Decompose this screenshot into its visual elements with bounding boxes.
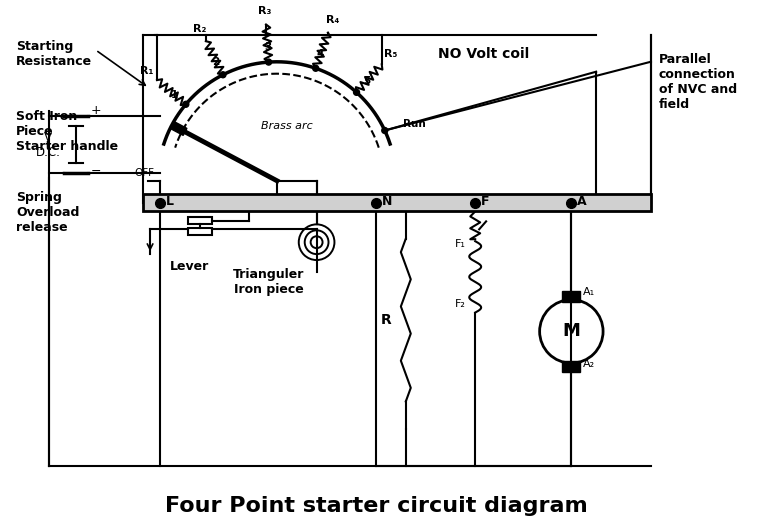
Text: Run: Run (403, 119, 426, 129)
Text: Brass arc: Brass arc (261, 121, 313, 131)
Circle shape (354, 90, 360, 95)
Text: L: L (166, 195, 174, 208)
Text: Trianguler
Iron piece: Trianguler Iron piece (233, 268, 305, 296)
Text: OFF: OFF (134, 168, 154, 178)
Text: Parallel
connection
of NVC and
field: Parallel connection of NVC and field (659, 52, 737, 111)
Circle shape (220, 72, 226, 78)
Text: +: + (91, 104, 101, 117)
Circle shape (266, 59, 272, 65)
Text: A₂: A₂ (583, 359, 595, 369)
Text: R₂: R₂ (193, 24, 206, 34)
Text: R₄: R₄ (326, 14, 339, 24)
Text: M: M (562, 322, 581, 340)
Text: R₃: R₃ (258, 6, 272, 16)
Text: N: N (382, 195, 392, 208)
Text: F₁: F₁ (454, 239, 466, 249)
Circle shape (382, 128, 388, 134)
Text: R₁: R₁ (139, 66, 153, 76)
Text: −: − (91, 165, 101, 178)
Text: V
D.C.: V D.C. (36, 130, 61, 158)
Bar (562, 291, 581, 302)
Text: R: R (382, 313, 392, 327)
Text: NO Volt coil: NO Volt coil (438, 47, 529, 61)
Bar (143, 193, 651, 211)
Text: A₁: A₁ (583, 287, 595, 297)
Circle shape (313, 65, 319, 71)
Text: F₂: F₂ (454, 298, 466, 308)
Text: 2: 2 (213, 57, 220, 66)
Polygon shape (171, 122, 187, 135)
Text: Soft Iron
Piece
Starter handle: Soft Iron Piece Starter handle (16, 110, 118, 153)
Text: 3: 3 (264, 42, 271, 52)
Bar (188, 217, 211, 224)
Text: 4: 4 (317, 49, 324, 59)
Text: Lever: Lever (170, 260, 210, 273)
Text: Starting
Resistance: Starting Resistance (16, 40, 92, 68)
Text: A: A (578, 195, 587, 208)
Bar (188, 228, 211, 235)
Text: R₅: R₅ (385, 49, 397, 59)
Bar (562, 361, 581, 372)
Text: 5: 5 (363, 76, 370, 86)
Text: F: F (481, 195, 490, 208)
Circle shape (183, 101, 188, 107)
Text: Four Point starter circuit diagram: Four Point starter circuit diagram (165, 496, 587, 516)
Text: 1: 1 (171, 90, 178, 100)
Text: Spring
Overload
release: Spring Overload release (16, 191, 79, 234)
